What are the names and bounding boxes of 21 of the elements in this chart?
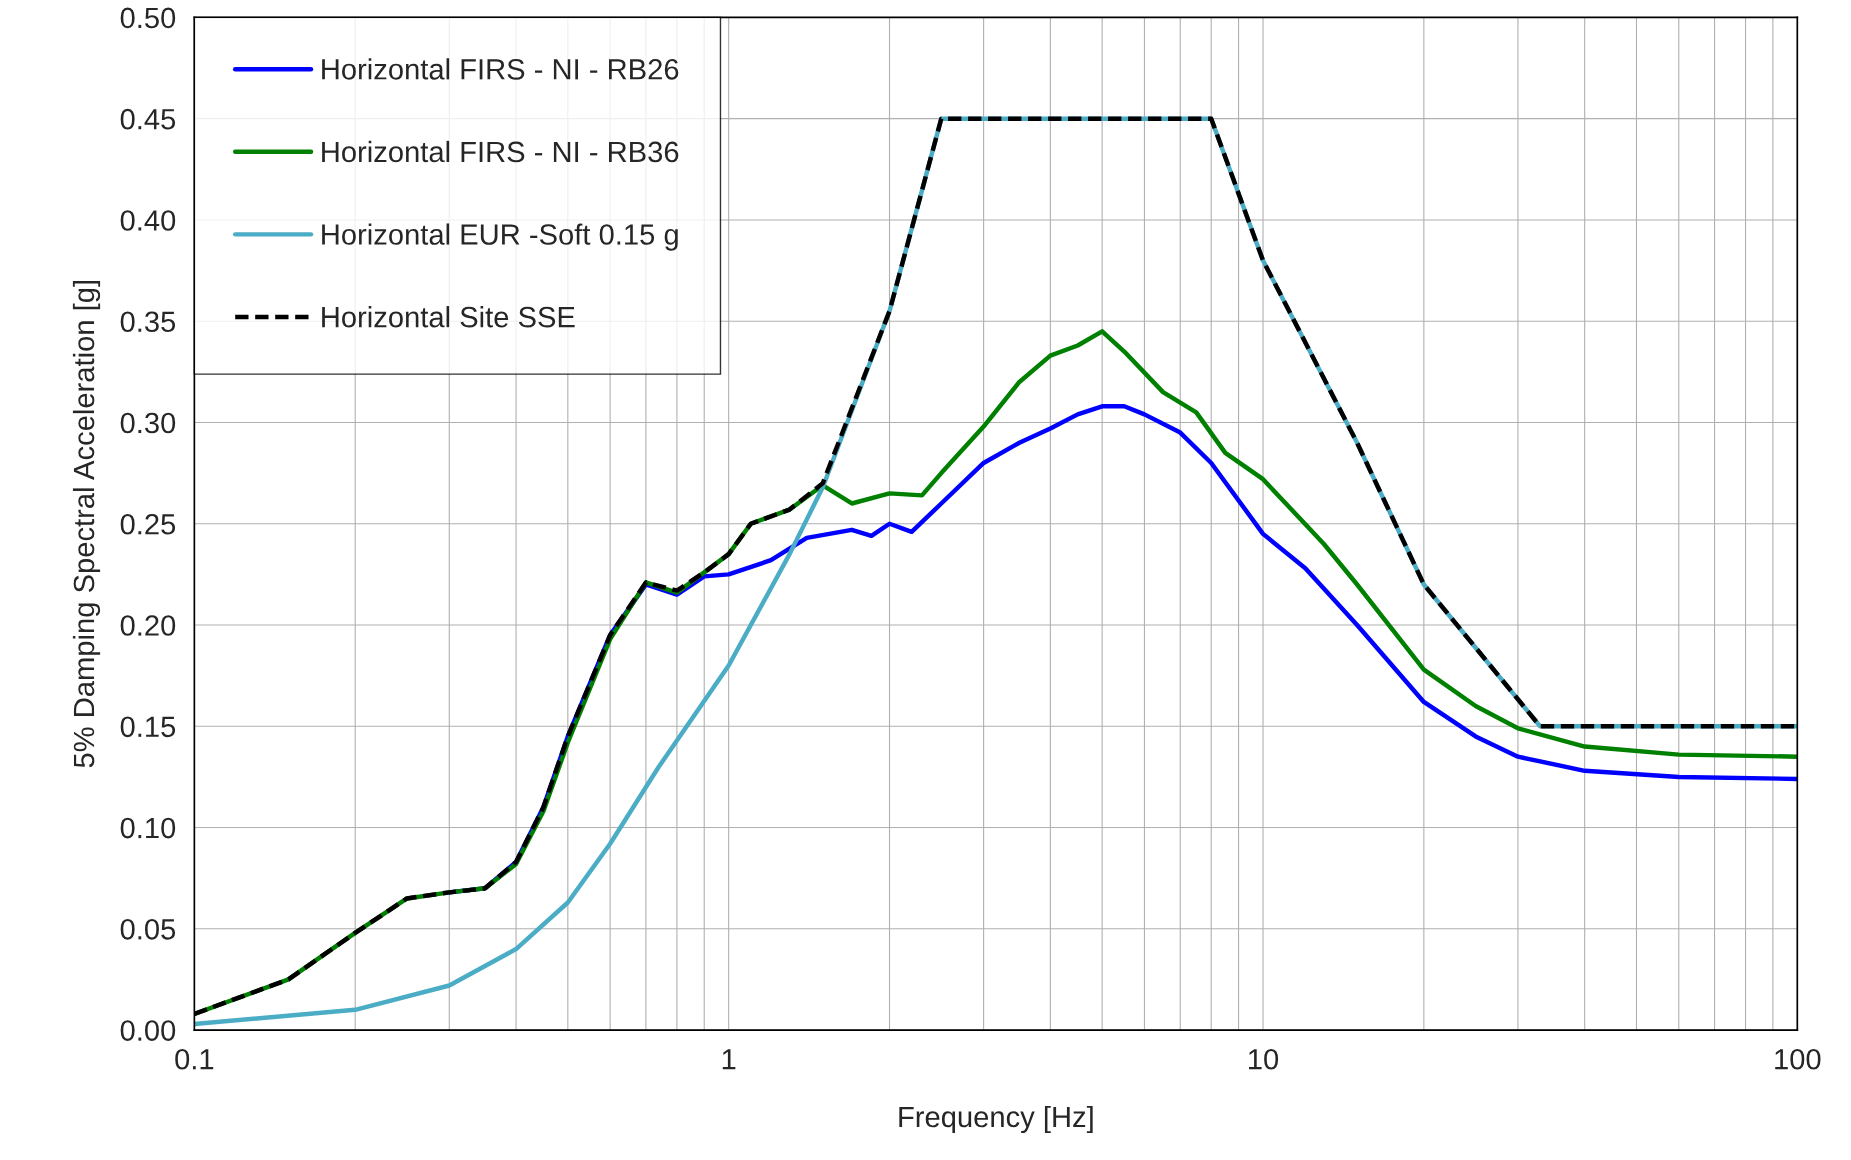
y-tick-label: 0.30	[120, 412, 176, 434]
x-tick-label: 0.1	[175, 1048, 214, 1070]
y-tick-label: 0.00	[120, 1020, 176, 1041]
y-tick-label: 0.15	[120, 716, 176, 738]
legend-label: Horizontal FIRS - NI - RB36	[322, 140, 679, 163]
y-tick-label: 0.50	[120, 7, 176, 29]
y-tick-label: 0.05	[120, 919, 176, 940]
y-tick-label: 0.20	[120, 615, 176, 636]
legend-label: Horizontal Site SSE	[322, 306, 575, 328]
x-axis-title: Frequency [Hz]	[899, 1105, 1093, 1134]
legend-label: Horizontal EUR -Soft 0.15 g	[322, 223, 678, 251]
y-tick-label: 0.45	[120, 108, 176, 130]
y-axis-title: 5% Damping Spectral Acceleration [g]	[72, 281, 101, 768]
legend-label: Horizontal FIRS - NI - RB26	[322, 58, 679, 80]
y-tick-label: 0.35	[120, 311, 176, 333]
x-tick-label: 1	[722, 1049, 736, 1070]
y-tick-label: 0.10	[120, 817, 176, 839]
y-tick-label: 0.25	[120, 513, 176, 535]
x-tick-label: 10	[1249, 1048, 1279, 1070]
y-tick-label: 0.40	[120, 210, 176, 231]
x-tick-label: 100	[1775, 1048, 1821, 1070]
